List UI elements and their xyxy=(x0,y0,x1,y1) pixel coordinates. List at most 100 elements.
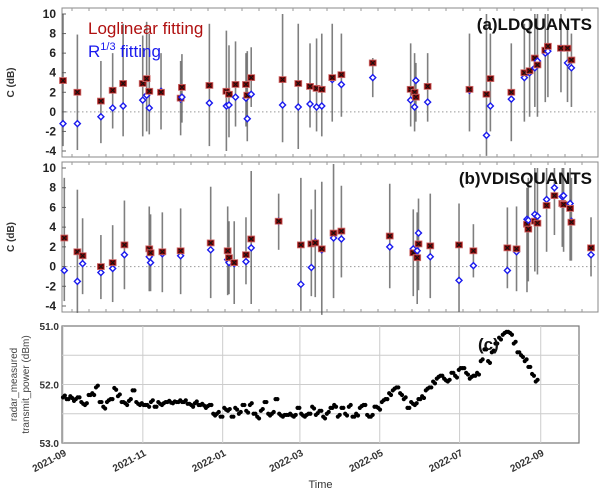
r13-point xyxy=(243,114,252,123)
r13-point xyxy=(231,93,240,102)
power-point xyxy=(531,373,537,378)
loglinear-point-cross xyxy=(413,94,419,100)
loglinear-point-cross xyxy=(319,246,325,252)
power-point xyxy=(498,337,504,342)
r13-point xyxy=(486,101,495,110)
power-point xyxy=(429,385,434,390)
r13-point xyxy=(507,95,516,104)
r13-point xyxy=(278,101,287,109)
power-point xyxy=(209,402,214,408)
y-tick-label: 52.0 xyxy=(40,381,60,392)
y-tick-label: -4 xyxy=(45,299,56,313)
y-tick-label: 0 xyxy=(49,260,56,274)
power-point xyxy=(480,357,485,362)
r13-point xyxy=(73,119,82,128)
r13-point xyxy=(337,80,346,89)
power-point xyxy=(231,414,236,419)
power-point xyxy=(150,398,155,403)
loglinear-point-cross xyxy=(427,243,433,249)
loglinear-point-cross xyxy=(471,248,476,254)
power-point xyxy=(333,404,339,409)
power-point xyxy=(242,402,247,408)
loglinear-point-cross xyxy=(339,72,344,78)
power-point xyxy=(297,405,302,410)
panel-a-ldquants: 10 8 6 4 2 0 -2 -4 C (dB) (a)LDQUANTS Loglinear fi… xyxy=(6,7,599,158)
power-point xyxy=(407,405,412,410)
r13-point xyxy=(296,280,305,289)
power-point xyxy=(183,398,188,403)
power-point xyxy=(484,347,489,352)
r13-point xyxy=(247,243,256,252)
power-point xyxy=(399,392,405,398)
panel-label: (c) xyxy=(478,335,499,354)
loglinear-point-cross xyxy=(412,89,417,95)
power-point xyxy=(62,393,67,398)
r13-point xyxy=(385,242,394,251)
y-tick-label: 53.0 xyxy=(40,439,60,450)
power-point xyxy=(355,413,361,418)
loglinear-point-cross xyxy=(561,202,566,207)
loglinear-point-cross xyxy=(552,193,557,198)
r13-point xyxy=(73,277,82,286)
r13-point xyxy=(307,263,316,272)
power-point xyxy=(99,399,104,405)
loglinear-point-cross xyxy=(231,260,237,265)
loglinear-point-cross xyxy=(387,233,393,239)
power-point xyxy=(245,410,251,415)
loglinear-point-cross xyxy=(508,89,514,95)
power-point xyxy=(147,404,152,409)
loglinear-point-cross xyxy=(248,236,254,242)
x-tick-label: 2021-09 xyxy=(31,448,69,475)
power-point xyxy=(491,348,496,353)
loglinear-point-cross xyxy=(567,206,573,211)
power-point xyxy=(476,372,482,377)
power-point xyxy=(154,404,159,409)
loglinear-point-cross xyxy=(276,218,282,224)
power-point xyxy=(465,372,471,377)
y-tick-label: 4 xyxy=(49,220,56,234)
power-point xyxy=(447,377,452,382)
x-tick-label: 2021-11 xyxy=(111,448,148,475)
r13-point xyxy=(533,212,542,221)
loglinear-point-cross xyxy=(298,242,304,248)
r13-point xyxy=(306,100,315,109)
y-tick-label: 8 xyxy=(49,181,56,195)
r13-point xyxy=(469,261,478,270)
loglinear-point-cross xyxy=(98,264,104,269)
loglinear-point-cross xyxy=(226,91,232,97)
power-point xyxy=(114,387,119,392)
power-point xyxy=(95,383,100,388)
loglinear-point-cross xyxy=(110,87,116,93)
r13-point xyxy=(108,264,117,273)
x-tick-label: 2022-03 xyxy=(268,448,306,475)
power-point xyxy=(191,404,196,409)
loglinear-point-cross xyxy=(120,81,126,86)
loglinear-point-cross xyxy=(484,91,489,97)
loglinear-point-cross xyxy=(60,78,66,83)
power-point xyxy=(103,406,108,411)
power-point xyxy=(234,407,240,412)
loglinear-point-cross xyxy=(208,240,214,246)
power-point xyxy=(414,401,419,406)
loglinear-point-cross xyxy=(467,86,472,92)
loglinear-point-cross xyxy=(416,241,421,247)
power-point xyxy=(462,366,467,371)
y-tick-label: 51.0 xyxy=(40,322,60,333)
loglinear-point-cross xyxy=(148,250,153,256)
r13-point xyxy=(337,234,346,243)
power-point xyxy=(509,332,515,337)
loglinear-point-cross xyxy=(319,86,325,92)
power-point xyxy=(520,354,526,360)
power-point xyxy=(432,381,438,386)
x-tick-label: 2022-07 xyxy=(427,448,465,475)
loglinear-point-cross xyxy=(225,248,231,254)
power-point xyxy=(319,408,324,413)
r13-point xyxy=(423,98,432,107)
r13-point xyxy=(224,101,233,109)
power-point xyxy=(385,397,390,402)
loglinear-point-cross xyxy=(312,240,318,246)
y-tick-label: -4 xyxy=(45,144,56,158)
y-tick-label: 10 xyxy=(43,161,57,175)
loglinear-point-cross xyxy=(158,89,164,95)
